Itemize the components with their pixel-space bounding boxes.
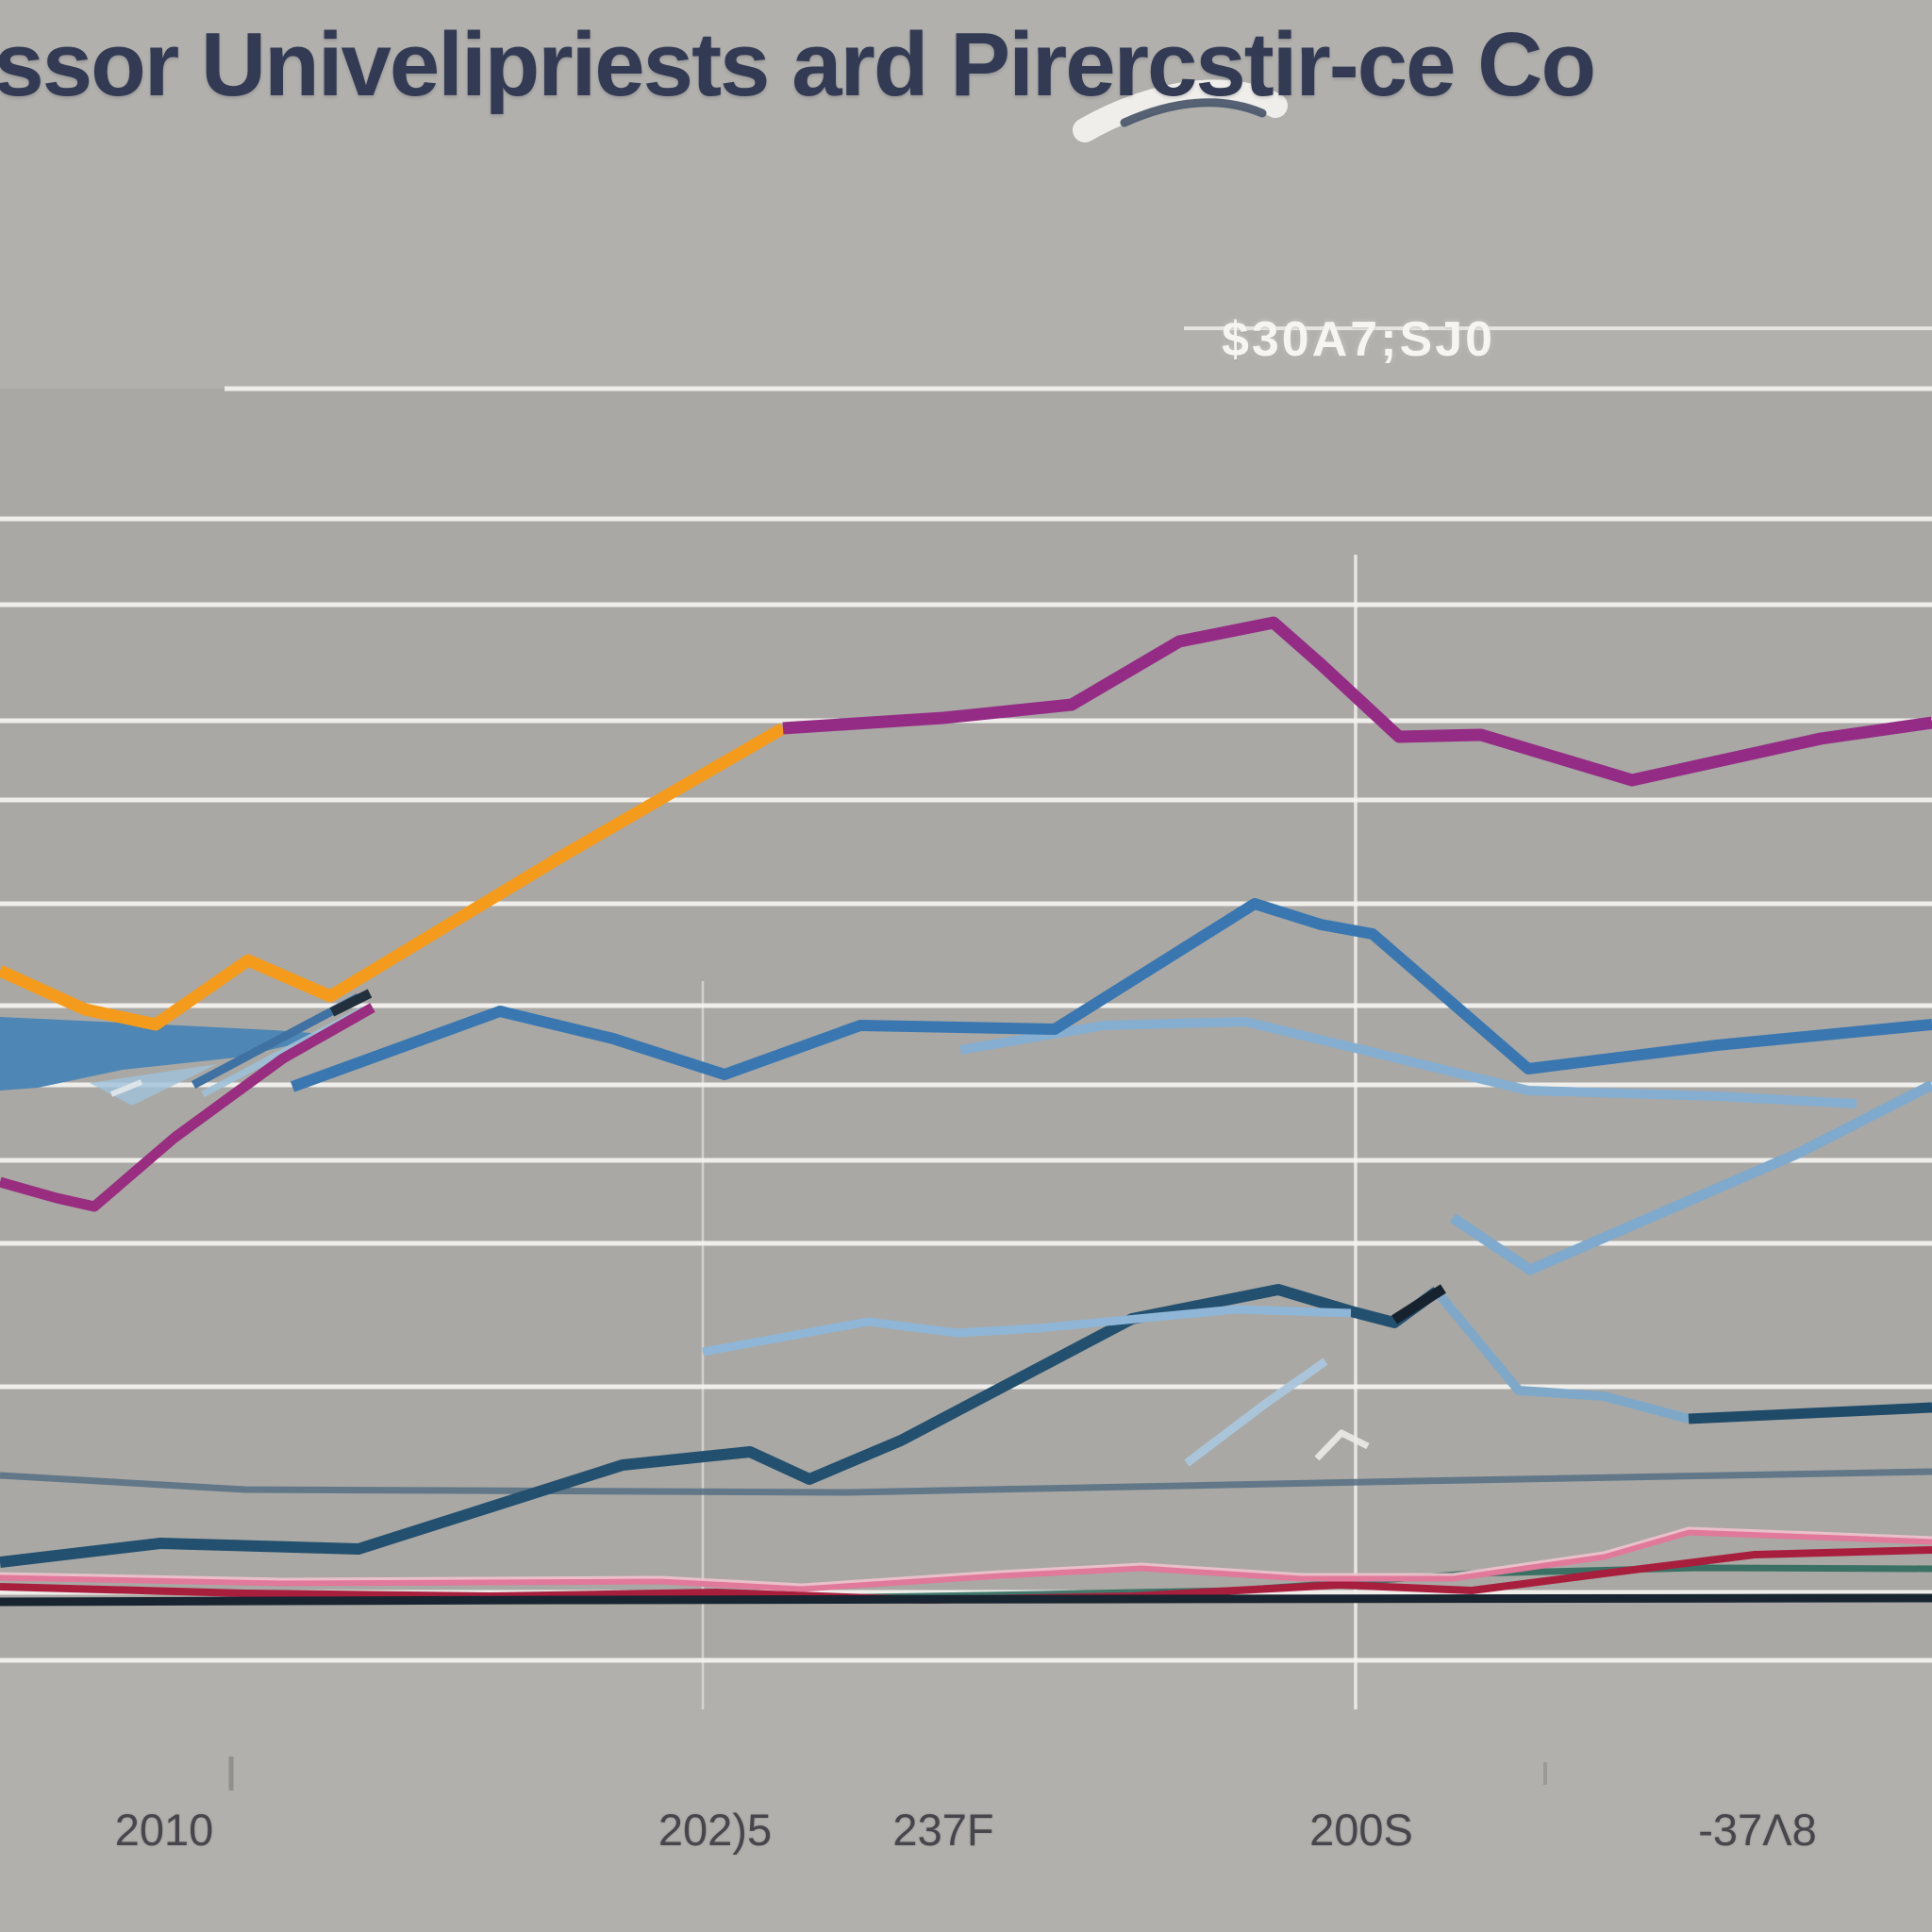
blob-check-mark	[109, 1079, 143, 1097]
arrow-tip-right	[1391, 1284, 1446, 1324]
footer-band	[0, 1662, 1932, 1932]
x-axis-label-1: 202)5	[658, 1805, 773, 1855]
purple-left-line	[0, 1003, 375, 1212]
navy-tail-light-blue-drop	[1433, 1288, 1690, 1424]
blue-blob-light-wedge	[90, 1064, 217, 1106]
x-axis-label-4: -37Λ8	[1698, 1805, 1817, 1855]
navy-rising-line	[0, 1284, 1441, 1568]
medium-blue-line	[290, 898, 1932, 1092]
x-axis-label-0: 2010	[114, 1805, 214, 1855]
navy-tail-flat-right	[1688, 1402, 1932, 1424]
chart-title: essor Univelipriests ard Pirercstir-ce C…	[0, 14, 1596, 115]
title-swoosh-dark	[1120, 98, 1267, 127]
arrow-tip-left	[329, 989, 373, 1017]
pink-line	[0, 1528, 1932, 1592]
pink-highlight	[0, 1526, 1932, 1587]
slate-flat-line	[0, 1468, 1932, 1496]
light-blue-v-right	[1449, 1080, 1932, 1275]
value-annotation: $30A7;SJ0	[1221, 312, 1496, 367]
title-swoosh-white	[1073, 79, 1288, 142]
orange-line	[0, 723, 787, 1031]
blue-blob	[0, 1017, 336, 1091]
x-axis-label-2: 237F	[892, 1805, 994, 1855]
white-curl-bottom-right	[1314, 1429, 1370, 1461]
header-band	[0, 0, 1932, 389]
light-blue-upper	[959, 1017, 1857, 1108]
steel-diagonal	[191, 993, 361, 1089]
x-axis-label-3: 200S	[1309, 1805, 1413, 1855]
near-black-line	[0, 1593, 1932, 1607]
swoosh-bottom-right	[1184, 1357, 1328, 1467]
purple-top-line	[782, 616, 1932, 787]
light-blue-lower-wavy	[702, 1305, 1352, 1357]
